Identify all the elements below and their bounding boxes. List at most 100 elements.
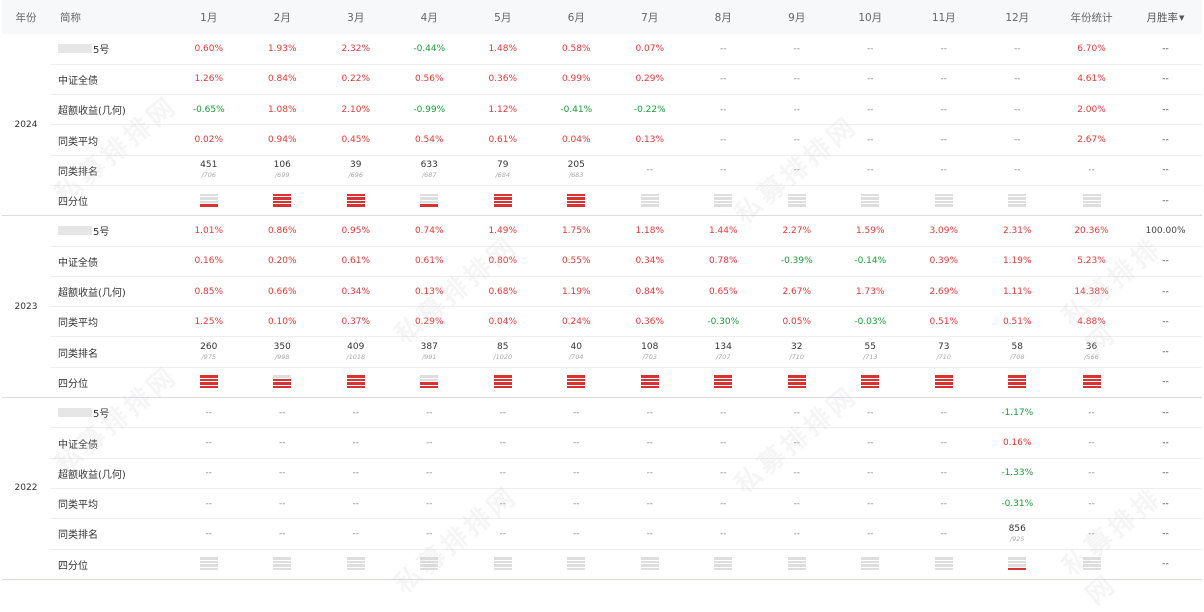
quartile-bar: [567, 382, 586, 385]
quartile-bar: [714, 204, 733, 207]
month-cell: --: [686, 397, 760, 429]
header-win-rate: 月胜率: [1146, 11, 1179, 24]
row-name-cell: 同类平均: [50, 306, 172, 338]
value-text: 0.99%: [561, 74, 591, 85]
value-text: 0.37%: [341, 316, 371, 327]
value-text: -1.17%: [1001, 407, 1034, 418]
value-text: -0.31%: [1001, 498, 1034, 509]
quartile-bar: [640, 557, 659, 560]
quartile-bar: [787, 375, 806, 378]
value-text: --: [720, 104, 727, 115]
value-text: --: [793, 407, 801, 418]
quartile-bar: [934, 204, 953, 207]
annual-cell: 20.36%: [1054, 215, 1129, 247]
quartile-bar: [787, 564, 806, 567]
quartile-bar: [273, 560, 292, 564]
quartile-bars-icon: [787, 193, 806, 208]
month-cell: --: [466, 397, 540, 429]
annual-cell: [1054, 367, 1129, 399]
value-text: --: [499, 407, 507, 418]
table-body: 2024 5号 0.60% 1.93% 2.32% -0.44% 1.48% 0.58% 0.0…: [2, 34, 1202, 580]
quartile-bar: [934, 564, 953, 567]
month-cell: --: [833, 427, 907, 459]
row-name-cell: 同类排名: [50, 155, 172, 186]
row-name-cell: 四分位: [50, 367, 172, 399]
rank-position: 32: [791, 342, 803, 353]
month-cell: -0.99%: [392, 94, 466, 126]
quartile-bars-icon: [493, 193, 512, 208]
value-text: --: [279, 528, 286, 539]
quartile-bar: [199, 375, 218, 378]
value-text: 0.13%: [414, 286, 444, 297]
annual-cell: --: [1054, 397, 1129, 429]
annual-cell: 14.38%: [1054, 276, 1129, 308]
header-month-5: 5月: [494, 11, 512, 24]
quartile-bar: [934, 560, 953, 564]
quartile-bar: [714, 382, 733, 385]
month-cell: 856/925: [980, 518, 1054, 550]
value-text: --: [793, 135, 801, 146]
win-rate-cell: --: [1129, 518, 1202, 550]
month-cell: --: [466, 427, 540, 459]
quartile-bars-icon: [934, 557, 953, 571]
quartile-bar: [199, 193, 218, 197]
header-month-7: 7月: [641, 11, 659, 24]
row-name-cell: 5号: [50, 215, 172, 247]
annual-cell: 36/566: [1054, 336, 1129, 368]
month-cell: --: [980, 34, 1054, 65]
quartile-bar: [346, 557, 365, 560]
quartile-bar: [567, 193, 586, 197]
quartile-bars-icon: [787, 375, 806, 389]
quartile-bar: [273, 200, 292, 204]
month-cell: 1.19%: [980, 246, 1054, 277]
quartile-bars-icon: [934, 193, 953, 208]
quartile-bar: [567, 567, 586, 571]
win-rate-value: --: [1162, 104, 1169, 115]
quartile-bars-icon: [1008, 375, 1027, 389]
month-cell: 1.19%: [539, 276, 613, 308]
month-cell: --: [760, 397, 834, 429]
quartile-bar: [273, 204, 292, 207]
quartile-bar: [861, 557, 880, 560]
quartile-bar: [787, 204, 806, 207]
quartile-bar: [346, 385, 365, 389]
quartile-bar: [787, 560, 806, 564]
month-cell: [760, 367, 834, 399]
value-text: 1.75%: [561, 225, 591, 236]
header-win-rate-sort[interactable]: 月胜率▼: [1129, 0, 1202, 34]
value-text: --: [940, 43, 948, 54]
month-cell: 0.56%: [392, 64, 466, 96]
table-row: 四分位 --: [2, 185, 1202, 217]
value-text: 2.27%: [782, 225, 812, 236]
header-month-4: 4月: [420, 11, 438, 24]
value-text: 2.00%: [1077, 104, 1106, 115]
quartile-bar: [1008, 564, 1027, 567]
month-cell: [245, 549, 319, 580]
month-cell: --: [907, 397, 981, 429]
value-text: --: [426, 407, 433, 418]
win-rate-cell: --: [1129, 155, 1202, 186]
value-text: 0.29%: [414, 316, 444, 327]
value-text: --: [352, 407, 360, 418]
month-cell: [392, 185, 466, 217]
redacted-name-block: [58, 44, 92, 54]
month-cell: --: [760, 124, 834, 156]
quartile-bar: [567, 560, 586, 564]
value-text: --: [352, 438, 360, 448]
rank-value: 108/703: [641, 342, 658, 362]
month-cell: 2.10%: [319, 94, 393, 126]
quartile-bar: [1008, 375, 1027, 378]
quartile-bar: [273, 375, 292, 378]
month-cell: 0.04%: [539, 124, 613, 156]
quartile-bar: [1008, 200, 1027, 204]
month-cell: --: [319, 518, 393, 550]
month-cell: [172, 549, 246, 580]
month-cell: [613, 367, 687, 399]
value-text: 0.84%: [635, 286, 665, 297]
value-text: --: [426, 438, 433, 448]
fund-name-suffix: 5号: [93, 409, 110, 421]
quartile-bar: [1082, 378, 1101, 382]
quartile-bar: [934, 385, 953, 389]
rank-position: 134: [714, 342, 732, 353]
month-cell: 2.69%: [907, 276, 981, 308]
